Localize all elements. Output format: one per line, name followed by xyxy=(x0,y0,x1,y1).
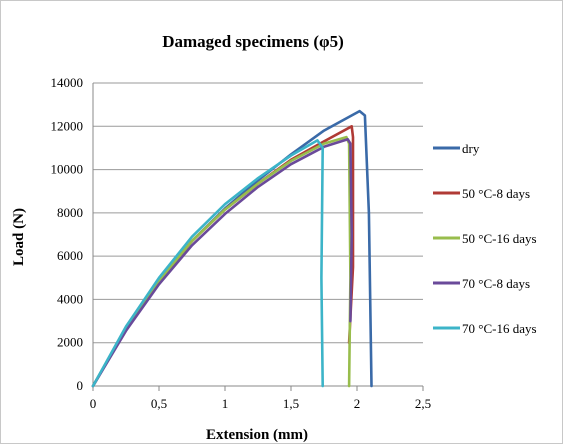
x-tick-label: 1,5 xyxy=(283,396,299,411)
x-tick-label: 2 xyxy=(354,396,361,411)
series-line-2 xyxy=(91,135,352,388)
y-axis-title: Load (N) xyxy=(11,208,27,266)
legend: dry 50 °C-8 days 50 °C-16 days 70 °C-8 days… xyxy=(433,141,537,336)
y-tick-label: 6000 xyxy=(57,248,83,263)
legend-label-1: 50 °C-8 days xyxy=(462,186,530,201)
x-tick-label: 0 xyxy=(90,396,97,411)
x-axis-title: Extension (mm) xyxy=(206,427,308,443)
y-tick-label: 10000 xyxy=(51,162,84,177)
y-tick-label: 4000 xyxy=(57,291,83,306)
series-line-0 xyxy=(91,109,373,388)
y-tick-labels: 0 2000 4000 6000 8000 10000 12000 14000 xyxy=(51,75,84,393)
y-tick-label: 2000 xyxy=(57,335,83,350)
legend-label-0: dry xyxy=(462,141,480,156)
series-lines xyxy=(91,109,373,388)
series-line-3 xyxy=(91,138,354,388)
x-tick-label: 1 xyxy=(222,396,229,411)
axes xyxy=(92,83,424,391)
x-tick-label: 2,5 xyxy=(415,396,431,411)
series-line-4 xyxy=(91,139,325,388)
chart-title: Damaged specimens (φ5) xyxy=(162,32,344,51)
legend-label-3: 70 °C-8 days xyxy=(462,276,530,291)
y-tick-label: 0 xyxy=(77,378,84,393)
x-tick-labels: 0 0,5 1 1,5 2 2,5 xyxy=(90,396,431,411)
x-tick-label: 0,5 xyxy=(151,396,167,411)
legend-label-4: 70 °C-16 days xyxy=(462,321,537,336)
y-tick-label: 8000 xyxy=(57,205,83,220)
y-tick-label: 12000 xyxy=(51,118,84,133)
y-tick-label: 14000 xyxy=(51,75,84,90)
legend-label-2: 50 °C-16 days xyxy=(462,231,537,246)
